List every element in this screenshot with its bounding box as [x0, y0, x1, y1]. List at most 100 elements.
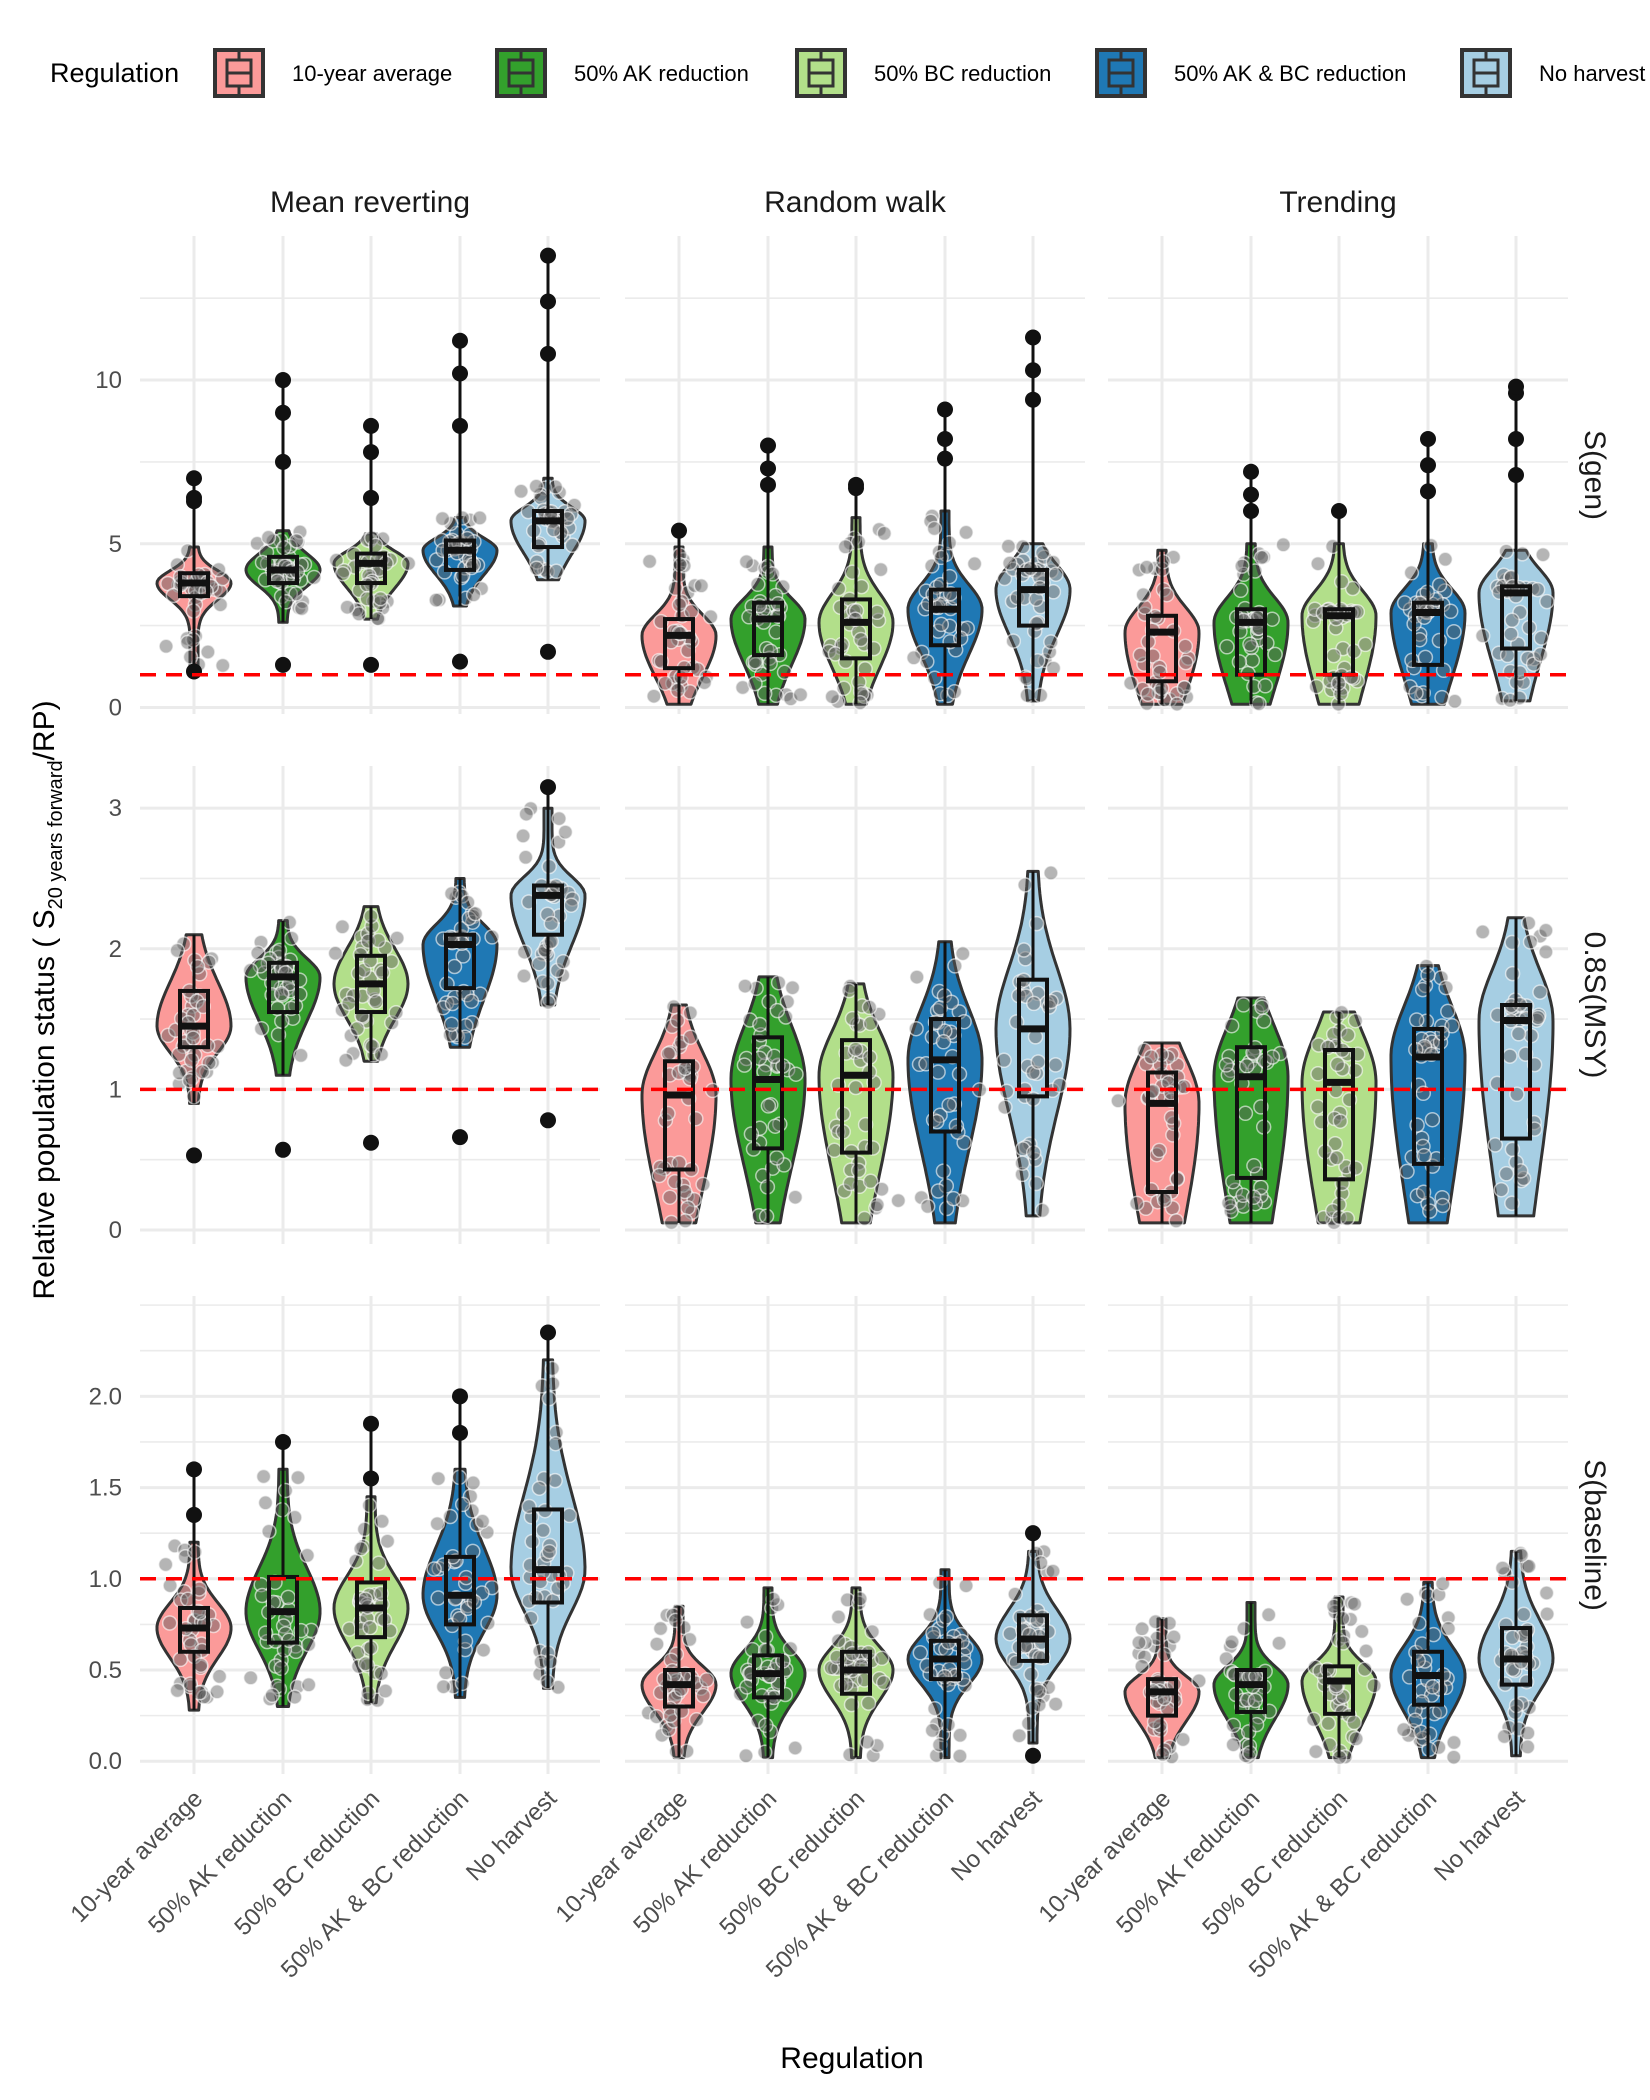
jitter-point	[850, 534, 867, 550]
legend-label: 10-year average	[292, 61, 452, 86]
jitter-point	[1175, 1731, 1191, 1748]
jitter-point	[1245, 1189, 1262, 1206]
jitter-point	[662, 1189, 678, 1205]
box-iqr	[840, 1038, 872, 1155]
jitter-point	[361, 1497, 378, 1514]
jitter-point	[523, 1610, 539, 1626]
jitter-point	[1308, 1743, 1324, 1760]
outlier-point	[1331, 503, 1347, 520]
violin-50-ak-bc-reduction	[906, 1568, 984, 1764]
outlier-point	[275, 656, 291, 673]
jitter-point	[752, 1016, 768, 1033]
jitter-point	[288, 586, 304, 602]
outlier-point	[1025, 1747, 1041, 1764]
jitter-point	[338, 1052, 354, 1068]
jitter-point	[864, 1623, 880, 1640]
jitter-point	[847, 1041, 864, 1057]
jitter-point	[547, 1435, 564, 1452]
jitter-point	[518, 806, 535, 822]
x-tick-label-no-harvest: No harvest	[461, 1785, 562, 1886]
jitter-point	[300, 1677, 317, 1693]
jitter-point	[1257, 678, 1274, 694]
jitter-point	[762, 655, 778, 672]
outlier-point	[937, 401, 953, 418]
jitter-point	[1178, 654, 1194, 671]
jitter-point	[1043, 865, 1059, 881]
box-iqr	[840, 597, 872, 661]
jitter-point	[1151, 1142, 1168, 1159]
box-iqr	[1412, 600, 1444, 667]
jitter-point	[1264, 611, 1280, 627]
box-iqr	[1500, 584, 1532, 651]
jitter-point	[1512, 604, 1528, 621]
box-iqr	[444, 538, 476, 572]
jitter-point	[850, 1162, 867, 1179]
jitter-point	[682, 1029, 699, 1045]
jitter-point	[952, 1748, 968, 1764]
legend-label: 50% BC reduction	[874, 61, 1051, 86]
jitter-point	[923, 513, 939, 530]
jitter-point	[935, 1163, 952, 1179]
violin-50-ak-bc-reduction	[421, 1388, 500, 1699]
jitter-point	[787, 1189, 804, 1205]
jitter-point	[1413, 1724, 1429, 1740]
jitter-point	[1310, 1037, 1327, 1053]
jitter-point	[1440, 1620, 1457, 1637]
legend: Regulation 10-year average 50% AK reducti…	[50, 48, 1645, 98]
box-iqr	[267, 960, 299, 1015]
jitter-point	[551, 810, 567, 827]
jitter-point	[356, 1521, 373, 1538]
jitter-point	[278, 594, 294, 610]
box-iqr	[532, 883, 564, 937]
violin-50-bc-reduction	[306, 417, 417, 673]
jitter-point	[253, 1020, 270, 1037]
jitter-point	[535, 974, 551, 990]
y-axis-title-tail: /RP)	[28, 700, 61, 760]
jitter-point	[368, 994, 384, 1010]
jitter-point	[681, 1631, 698, 1648]
jitter-point	[688, 1712, 705, 1728]
outlier-point	[540, 643, 556, 660]
jitter-point	[281, 914, 298, 931]
jitter-point	[1166, 1629, 1182, 1645]
jitter-point	[914, 644, 930, 661]
violin-50-bc-reduction	[327, 905, 410, 1151]
jitter-point	[1498, 1166, 1515, 1182]
panel-s-gen-mean-reverting	[140, 236, 600, 714]
jitter-point	[454, 1496, 471, 1513]
box-iqr	[1235, 1045, 1267, 1180]
jitter-point	[185, 1007, 202, 1023]
jitter-point	[688, 1110, 704, 1127]
jitter-point	[171, 1065, 188, 1081]
jitter-point	[996, 570, 1013, 587]
jitter-point	[925, 1625, 941, 1641]
jitter-point	[351, 606, 367, 622]
jitter-point	[287, 1509, 303, 1526]
jitter-point	[516, 968, 532, 984]
jitter-point	[255, 1468, 272, 1485]
jitter-point	[1399, 1163, 1415, 1180]
outlier-point	[186, 470, 202, 487]
jitter-point	[836, 680, 852, 697]
box-iqr	[1323, 607, 1355, 677]
jitter-point	[1434, 1189, 1450, 1206]
jitter-point	[1015, 539, 1031, 555]
jitter-point	[1176, 1079, 1192, 1095]
box-iqr	[1146, 1070, 1178, 1194]
column-strip-mean-reverting: Mean reverting	[270, 186, 470, 219]
jitter-point	[1138, 1200, 1154, 1217]
jitter-point	[1539, 1606, 1555, 1622]
jitter-point	[906, 650, 922, 666]
jitter-point	[958, 524, 974, 541]
jitter-point	[663, 1214, 680, 1231]
y-tick-label: 2.0	[89, 1383, 122, 1410]
jitter-point	[737, 978, 753, 994]
jitter-point	[1156, 1192, 1173, 1208]
jitter-point	[293, 600, 310, 617]
jitter-point	[1242, 636, 1258, 653]
jitter-point	[1310, 1099, 1326, 1115]
jitter-point	[1110, 1093, 1126, 1109]
violin-shape	[906, 940, 984, 1225]
jitter-point	[400, 555, 417, 572]
jitter-point	[908, 1020, 924, 1037]
